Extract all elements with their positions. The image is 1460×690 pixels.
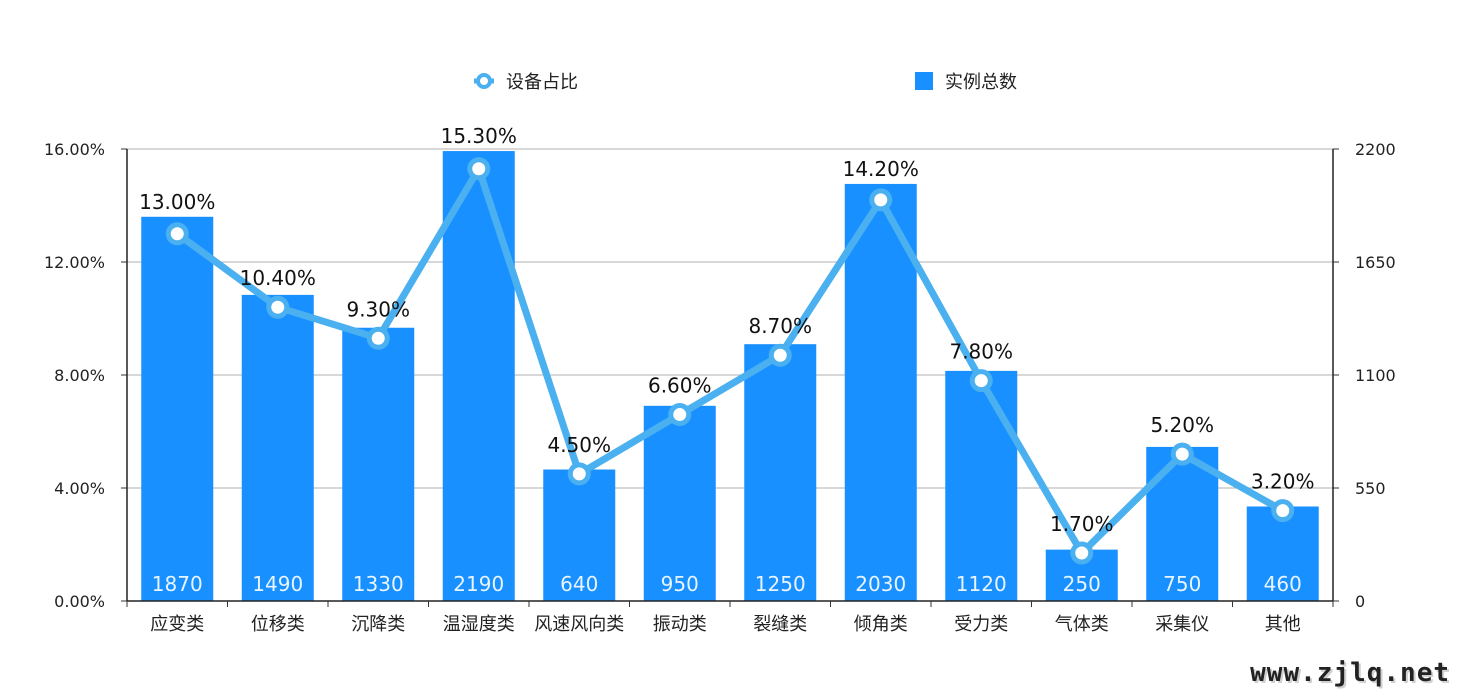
x-axis-tick-label: 裂缝类: [753, 614, 807, 635]
legend-label-bar: 实例总数: [945, 72, 1017, 93]
left-axis-tick-label: 16.00%: [44, 140, 105, 159]
line-value-label: 8.70%: [748, 314, 812, 338]
line-point: [567, 462, 591, 486]
line-value-label: 15.30%: [441, 124, 517, 148]
x-axis-tick-label: 采集仪: [1155, 614, 1209, 635]
bar: [543, 469, 616, 601]
line-value-label: 7.80%: [949, 340, 1013, 364]
left-axis-tick-label: 12.00%: [44, 253, 105, 272]
x-axis-tick-label: 受力类: [954, 614, 1008, 635]
line-point: [668, 403, 692, 427]
watermark: www.zjlq.net: [1250, 658, 1450, 688]
line-point: [969, 369, 993, 393]
line-value-label: 6.60%: [648, 374, 712, 398]
bar-value-label: 1330: [353, 572, 404, 596]
line-value-label: 5.20%: [1150, 413, 1214, 437]
line-value-label: 3.20%: [1251, 470, 1315, 494]
bar: [1146, 446, 1219, 601]
bar: [241, 294, 314, 601]
line-point: [266, 295, 290, 319]
left-axis-tick-label: 0.00%: [54, 592, 105, 611]
line-point: [467, 157, 491, 181]
bar-value-label: 1490: [252, 572, 303, 596]
bar-value-label: 950: [661, 572, 699, 596]
bar-value-label: 1870: [152, 572, 203, 596]
line-value-label: 13.00%: [139, 190, 215, 214]
right-axis-tick-label: 2200: [1355, 140, 1396, 159]
bar: [442, 151, 515, 601]
line-value-label: 4.50%: [547, 433, 611, 457]
legend-bar-swatch: [915, 72, 933, 90]
x-axis-tick-label: 其他: [1265, 614, 1301, 635]
bar-value-label: 1250: [755, 572, 806, 596]
line-point: [768, 343, 792, 367]
bar-value-label: 1120: [956, 572, 1007, 596]
x-axis-tick-label: 位移类: [251, 614, 305, 635]
line-point: [1170, 442, 1194, 466]
line-value-label: 1.70%: [1050, 512, 1114, 536]
line-point: [366, 326, 390, 350]
bar: [1246, 506, 1319, 601]
x-axis-tick-label: 倾角类: [854, 614, 908, 635]
line-series: [173, 165, 1287, 557]
right-axis-tick-label: 0: [1355, 592, 1365, 611]
bar-value-label: 640: [560, 572, 598, 596]
right-axis-tick-label: 550: [1355, 479, 1386, 498]
left-axis-tick-label: 8.00%: [54, 366, 105, 385]
bar: [744, 344, 817, 601]
line-point: [869, 188, 893, 212]
line-point: [1271, 499, 1295, 523]
bar-value-label: 2190: [453, 572, 504, 596]
x-axis-tick-label: 风速风向类: [534, 614, 624, 635]
x-axis-tick-label: 应变类: [150, 614, 204, 635]
right-axis-tick-label: 1650: [1355, 253, 1396, 272]
bar-value-label: 460: [1264, 572, 1302, 596]
left-axis-tick-label: 4.00%: [54, 479, 105, 498]
line-value-label: 10.40%: [240, 266, 316, 290]
bar: [844, 183, 917, 601]
line-point: [165, 222, 189, 246]
bar-value-label: 250: [1063, 572, 1101, 596]
bar-value-label: 2030: [855, 572, 906, 596]
x-axis-tick-label: 气体类: [1055, 614, 1109, 635]
legend-label-line: 设备占比: [506, 72, 578, 93]
bar: [342, 327, 415, 601]
x-axis-tick-label: 温湿度类: [443, 614, 515, 635]
line-point: [1070, 541, 1094, 565]
x-axis-tick-label: 沉降类: [351, 614, 405, 635]
legend-line-marker: [476, 73, 492, 89]
bar: [141, 216, 214, 602]
x-axis-tick-label: 振动类: [653, 614, 707, 635]
line-value-label: 9.30%: [346, 297, 410, 321]
right-axis-tick-label: 1100: [1355, 366, 1396, 385]
line-value-label: 14.20%: [843, 157, 919, 181]
bar-value-label: 750: [1163, 572, 1201, 596]
bar: [945, 370, 1018, 601]
bar: [643, 405, 716, 601]
